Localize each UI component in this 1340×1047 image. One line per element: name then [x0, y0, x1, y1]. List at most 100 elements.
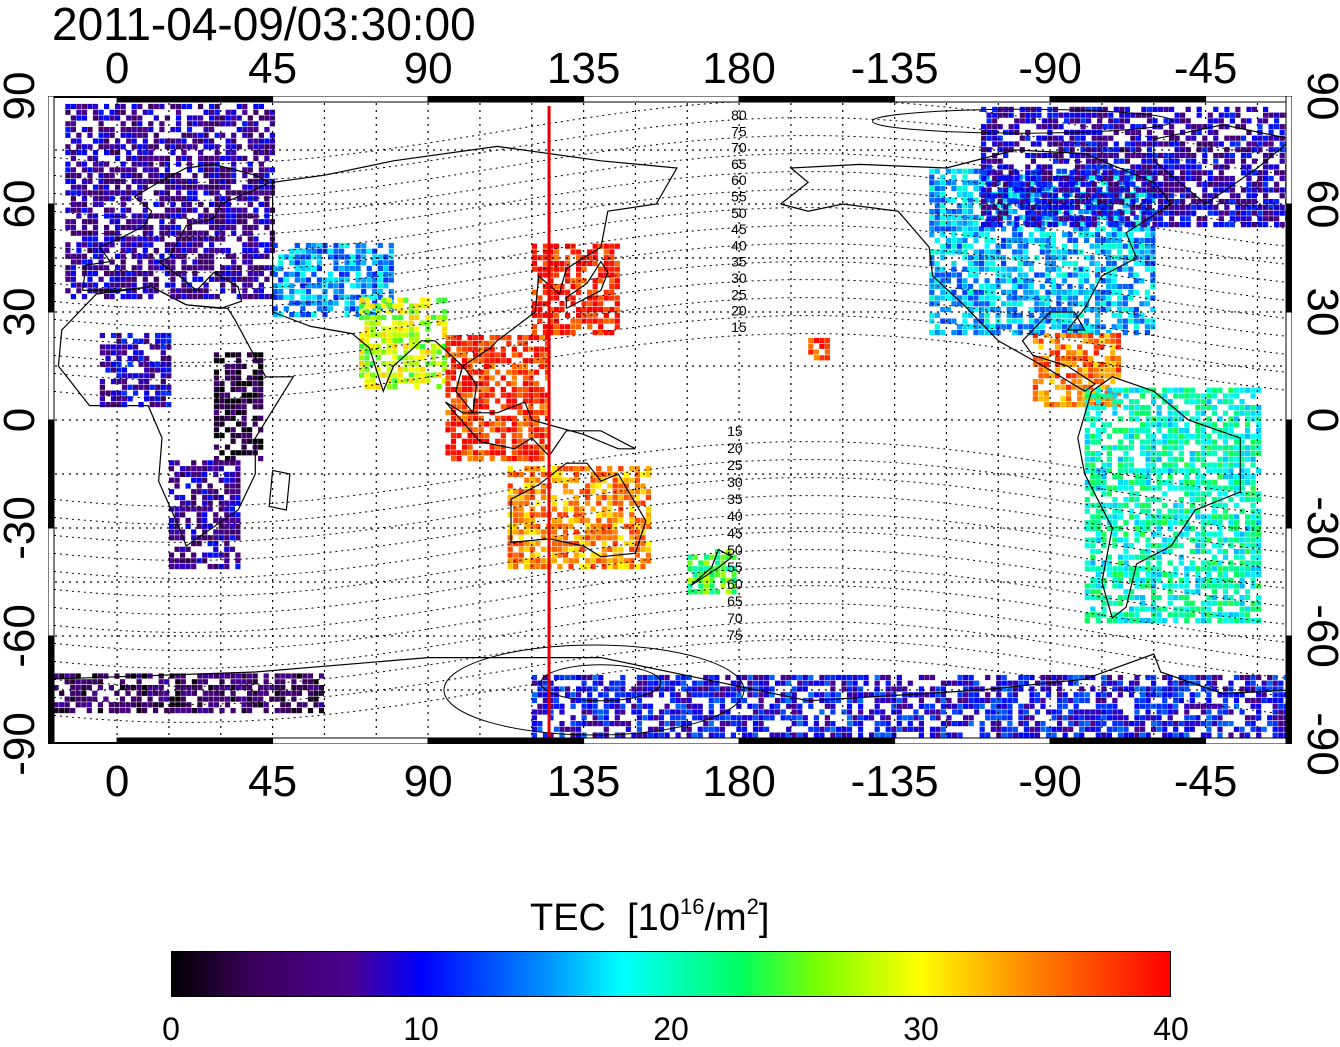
tec-cell [1184, 486, 1189, 491]
tec-cell [598, 330, 603, 335]
tec-cell [76, 110, 81, 115]
tec-cell [607, 466, 612, 471]
tec-cell [1252, 141, 1257, 146]
tec-cell [214, 398, 219, 403]
tec-cell [512, 352, 517, 357]
tec-cell [1031, 211, 1036, 216]
tec-cell [1107, 463, 1112, 468]
tec-cell [82, 208, 87, 213]
tec-cell [389, 260, 394, 265]
tec-cell [484, 341, 489, 346]
tec-cell [311, 301, 316, 306]
tec-cell [1112, 238, 1117, 243]
tec-cell [76, 139, 81, 144]
tec-cell [1130, 141, 1135, 146]
tec-cell [615, 267, 620, 272]
tec-cell [1086, 170, 1091, 175]
tec-cell [535, 558, 540, 563]
tec-cell [524, 564, 529, 569]
tec-cell [253, 150, 258, 155]
tec-cell [1134, 261, 1139, 266]
tec-cell [295, 266, 300, 271]
tec-cell [231, 133, 236, 138]
tec-cell [1184, 468, 1189, 473]
tec-cell [1105, 333, 1110, 338]
tec-cell [225, 370, 230, 375]
tec-cell [1090, 284, 1095, 289]
tec-cell [646, 512, 651, 517]
tec-cell [1090, 451, 1095, 456]
tec-cell [317, 277, 322, 282]
tec-cell [126, 133, 131, 138]
tec-cell [1119, 118, 1124, 123]
tec-cell [1056, 313, 1061, 318]
tec-cell [615, 313, 620, 318]
tec-cell [1157, 520, 1162, 525]
tec-cell [604, 249, 609, 254]
tec-cell [370, 378, 375, 383]
tec-cell [1023, 238, 1028, 243]
tec-cell [1169, 216, 1174, 221]
tec-cell [1036, 211, 1041, 216]
tec-cell [176, 104, 181, 109]
tec-cell [698, 566, 703, 571]
tec-cell [1053, 216, 1058, 221]
tec-cell [414, 367, 419, 372]
tec-cell [289, 295, 294, 300]
tec-cell [508, 535, 513, 540]
tec-cell [186, 547, 191, 552]
tec-cell [1023, 278, 1028, 283]
tec-cell [264, 219, 269, 224]
tec-cell [1257, 211, 1262, 216]
tec-cell [962, 221, 967, 226]
tec-cell [133, 350, 138, 355]
tec-cell [104, 127, 109, 132]
tec-cell [935, 180, 940, 185]
tec-cell [524, 541, 529, 546]
tec-cell [565, 244, 570, 249]
tec-cell [345, 306, 350, 311]
tec-cell [935, 169, 940, 174]
tec-cell [1175, 222, 1180, 227]
tec-cell [237, 190, 242, 195]
tec-cell [99, 139, 104, 144]
tec-cell [979, 295, 984, 300]
tec-cell [248, 277, 253, 282]
tec-cell [618, 501, 623, 506]
tec-cell [1086, 147, 1091, 152]
tec-cell [532, 324, 537, 329]
tec-cell [242, 259, 247, 264]
tec-cell [1123, 612, 1128, 617]
tec-cell [159, 121, 164, 126]
top-lon-tick-label: -135 [851, 47, 939, 91]
tec-cell [345, 260, 350, 265]
tec-cell [501, 427, 506, 432]
tec-cell [1018, 232, 1023, 237]
tec-cell [490, 375, 495, 380]
tec-cell [1191, 136, 1196, 141]
tec-cell [1118, 399, 1123, 404]
tec-cell [1123, 503, 1128, 508]
tec-cell [1081, 182, 1086, 187]
tec-cell [143, 242, 148, 247]
tec-cell [365, 378, 370, 383]
tec-cell [1085, 560, 1090, 565]
tec-cell [613, 558, 618, 563]
tec-cell [150, 396, 155, 401]
tec-cell [231, 110, 236, 115]
tec-cell [1224, 153, 1229, 158]
tec-cell [1029, 238, 1034, 243]
tec-cell [1168, 416, 1173, 421]
tec-cell [1007, 244, 1012, 249]
tec-cell [1169, 107, 1174, 112]
tec-cell [635, 483, 640, 488]
tec-cell [1224, 182, 1229, 187]
tec-cell [186, 483, 191, 488]
right-lat-tick-label: -60 [1300, 581, 1340, 691]
tec-cell [175, 512, 180, 517]
tec-cell [214, 387, 219, 392]
tec-cell [506, 335, 511, 340]
tec-cell [1219, 176, 1224, 181]
tec-cell [104, 144, 109, 149]
tec-cell [557, 518, 562, 523]
